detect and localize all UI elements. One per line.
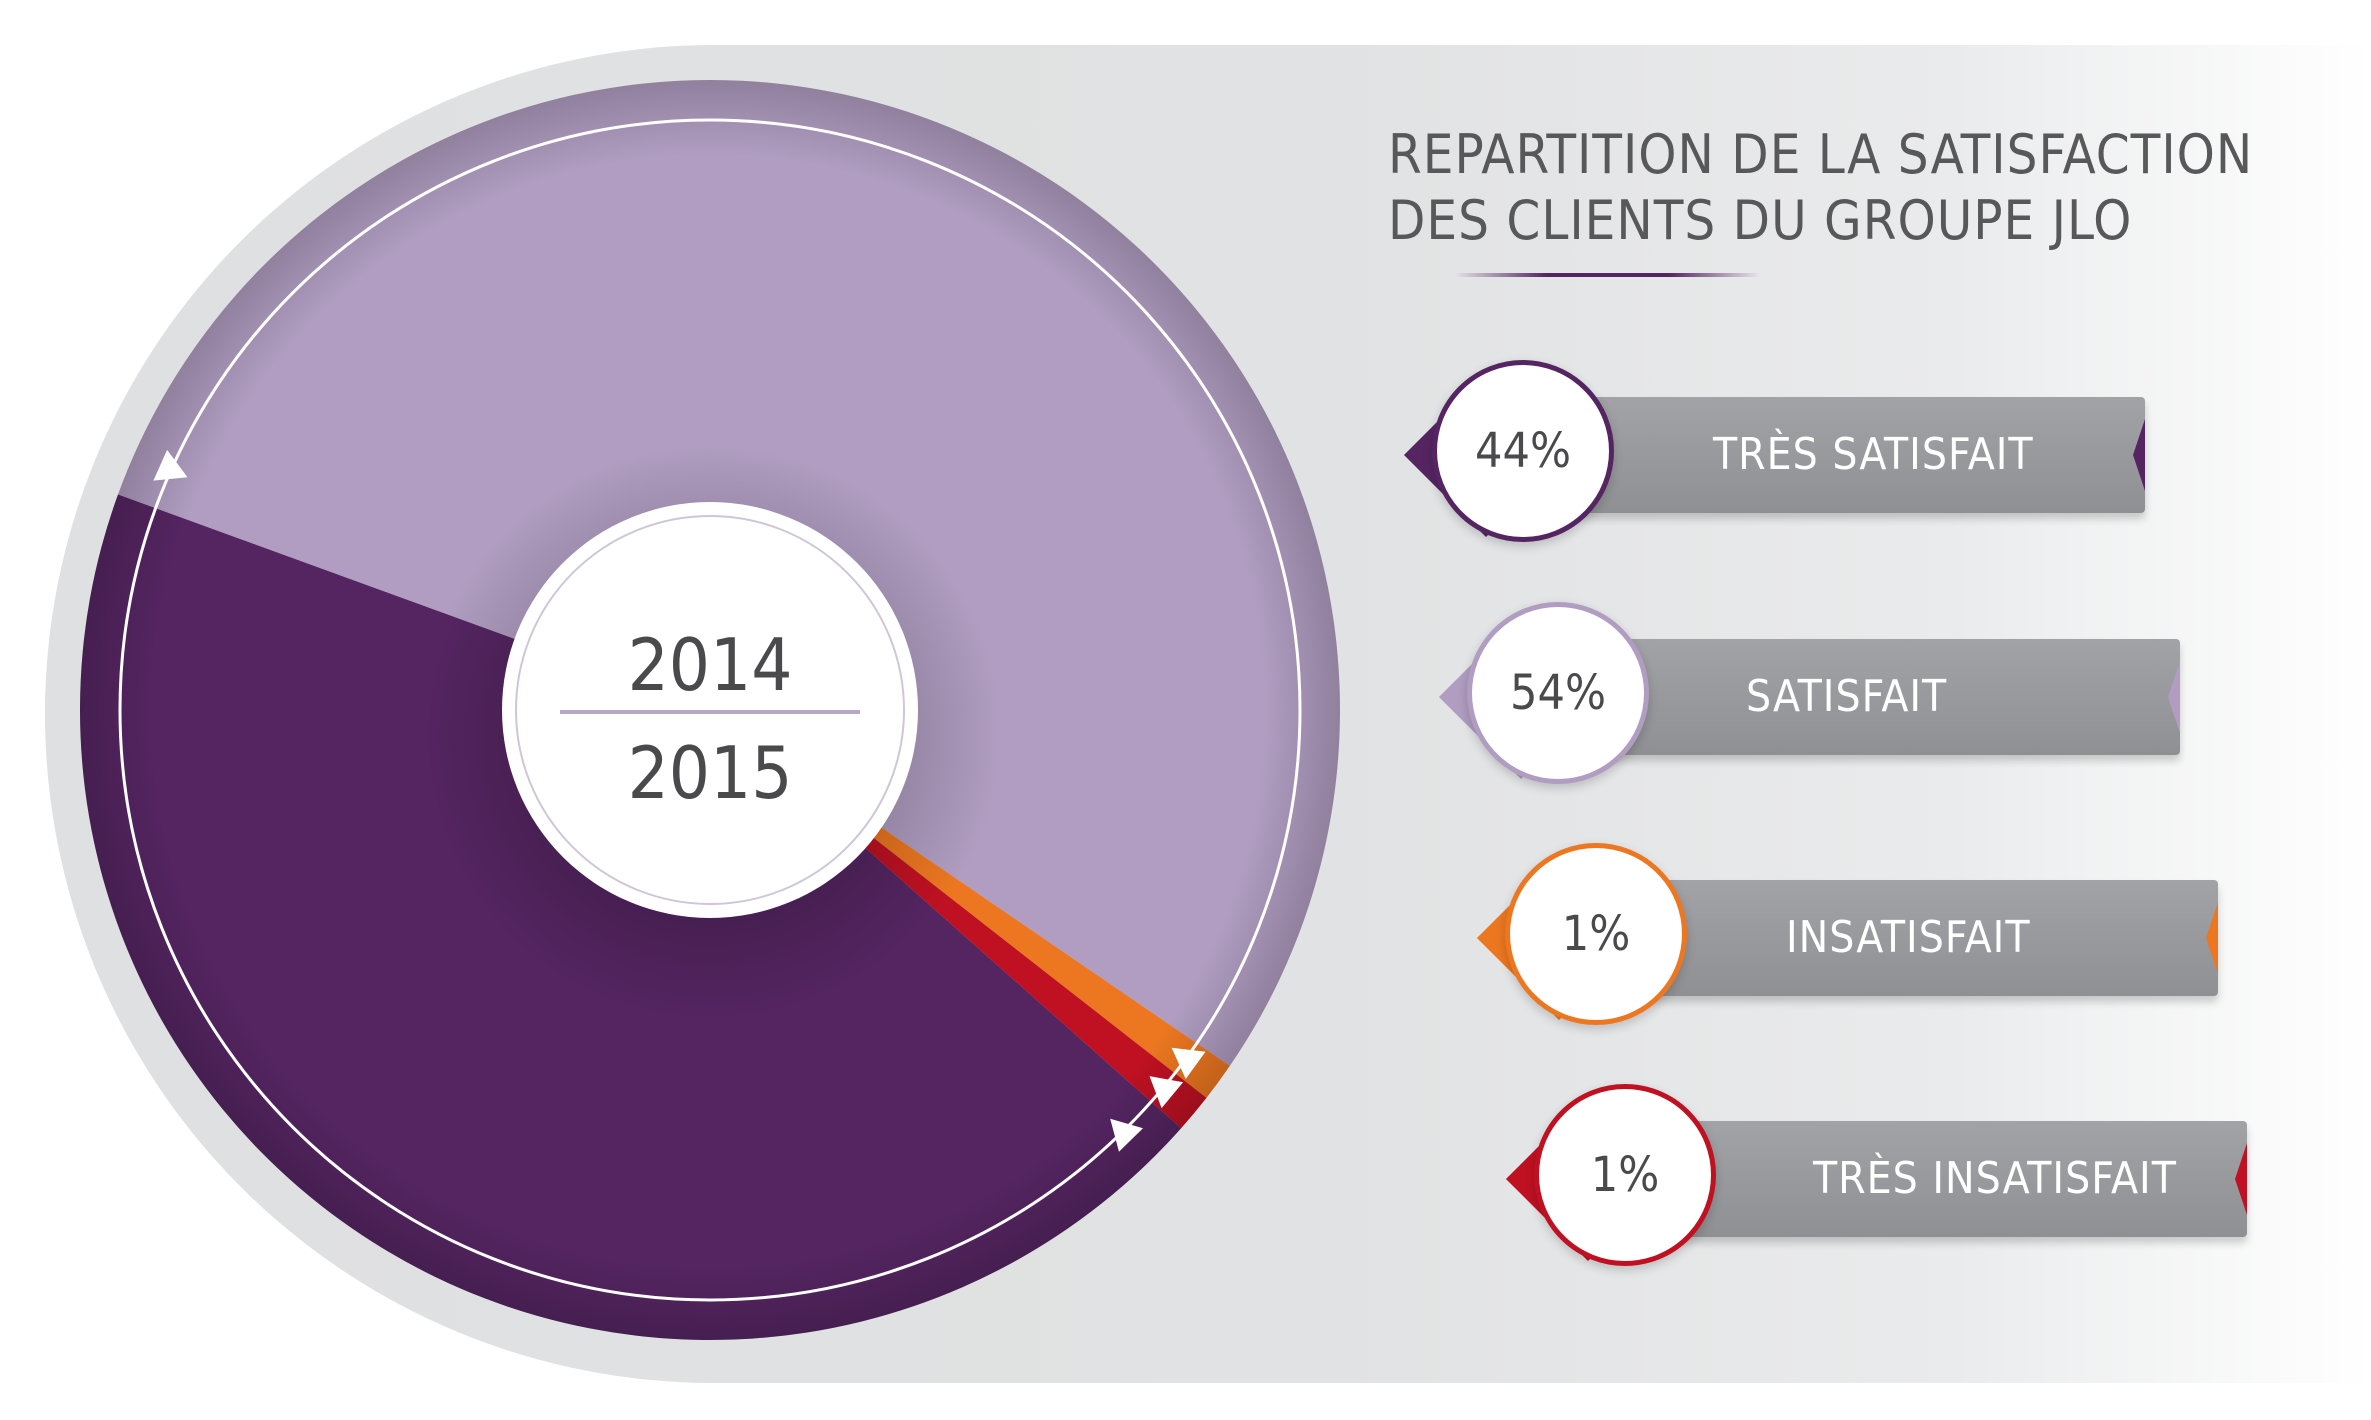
title-underline [1455,273,1760,277]
legend-value: 54% [1510,665,1606,721]
center-label-top: 2014 [627,623,793,707]
pie-inner-ring [118,118,1302,1302]
legend-bar [1580,639,2180,755]
legend-circle [1432,360,1614,542]
legend-item-insatisfait: 1% INSATISFAIT [1468,843,2228,1033]
center-label-bottom: 2015 [627,731,793,815]
legend-item-tres-satisfait: 44% TRÈS SATISFAIT [1395,360,2155,550]
legend-item-satisfait: 54% SATISFAIT [1430,602,2190,792]
legend-label: TRÈS SATISFAIT [1713,429,2034,480]
slice-tres-satisfait-marker [1110,1118,1143,1152]
slice-satisfait-marker [153,449,188,481]
legend-circle [1534,1084,1716,1266]
legend-item-tres-insatisfait: 1% TRÈS INSATISFAIT [1497,1084,2257,1274]
legend-bar-notch [2133,419,2145,491]
chart-title-line-1: REPARTITION DE LA SATISFACTION [1388,123,2254,186]
legend-label: INSATISFAIT [1786,912,2031,963]
slice-insatisfait-marker [1171,1047,1206,1079]
legend-bar-notch [2206,902,2218,974]
legend-value: 1% [1561,906,1631,962]
legend-label: SATISFAIT [1746,671,1948,722]
legend-bar [1545,397,2145,513]
legend-bar-notch [2168,661,2180,733]
slice-tres-insatisfait-marker [1149,1076,1184,1109]
legend-value: 44% [1475,423,1571,479]
legend-bar [1618,880,2218,996]
chart-title-line-2: DES CLIENTS DU GROUPE JLO [1388,189,2133,252]
legend-bar-notch [2235,1143,2247,1215]
legend-bar [1647,1121,2247,1237]
chart-title: REPARTITION DE LA SATISFACTION DES CLIEN… [1388,122,2288,254]
center-hole-ring [515,515,905,905]
legend-value: 1% [1590,1147,1660,1203]
legend-circle [1505,843,1687,1025]
legend-circle [1467,602,1649,784]
legend-label: TRÈS INSATISFAIT [1813,1153,2177,1204]
